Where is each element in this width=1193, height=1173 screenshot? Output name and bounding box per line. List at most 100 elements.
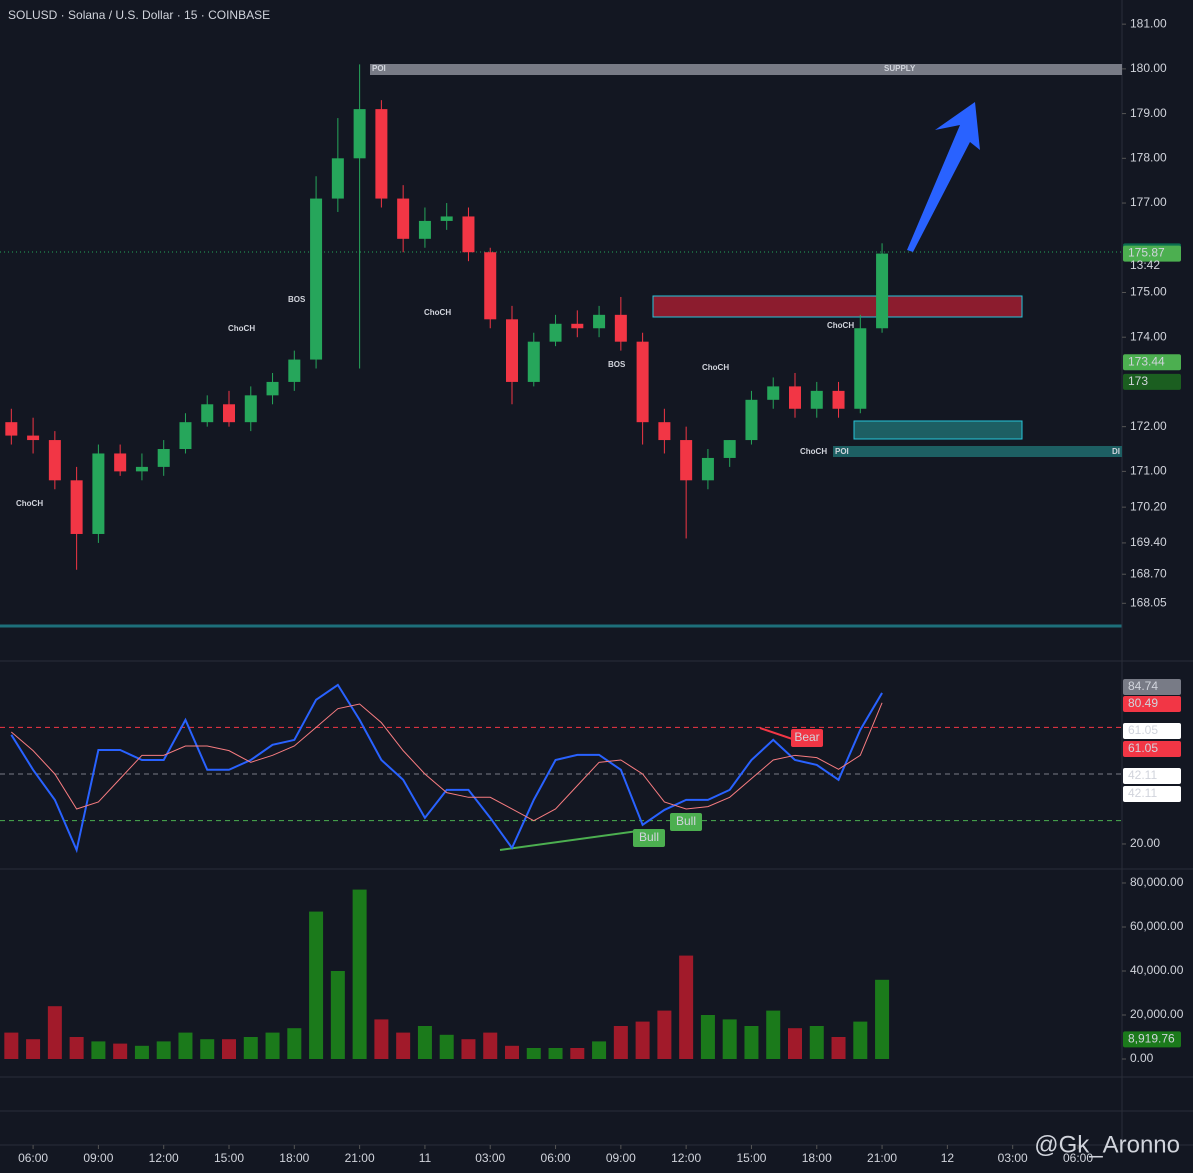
x-tick-label: 18:00 — [279, 1151, 309, 1165]
candle-body — [244, 395, 257, 423]
candle-body — [179, 422, 192, 450]
countdown: 13:42 — [1130, 258, 1160, 272]
candle-body — [614, 314, 627, 342]
resistance-zone — [652, 295, 1023, 318]
volume-bar — [134, 1045, 149, 1060]
x-tick-label: 15:00 — [214, 1151, 244, 1165]
price-tag-label: 8,919.76 — [1128, 1032, 1175, 1046]
price-tag-label: 42.11 — [1128, 786, 1157, 800]
candle-body — [484, 252, 497, 320]
y-tick-label: 0.00 — [1130, 1051, 1154, 1065]
candle-body — [571, 323, 584, 329]
candle-body — [70, 480, 83, 534]
x-tick-label: 09:00 — [606, 1151, 636, 1165]
price-tag-label: 61.05 — [1128, 723, 1158, 737]
price-tag — [1123, 679, 1181, 695]
y-tick-label: 171.00 — [1130, 464, 1167, 478]
annotation: ChoCH — [827, 321, 854, 330]
candle-body — [854, 328, 867, 409]
volume-bar — [200, 1039, 215, 1060]
y-tick-label: 20,000.00 — [1130, 1007, 1184, 1021]
volume-bar — [548, 1048, 563, 1060]
y-tick-label: 170.20 — [1130, 499, 1167, 513]
volume-bar — [505, 1045, 519, 1060]
y-tick-label: 40,000.00 — [1130, 963, 1184, 977]
y-tick-label: 168.70 — [1130, 566, 1167, 580]
price-tag — [1123, 245, 1181, 262]
candle-body — [397, 198, 410, 239]
candle-body — [353, 109, 366, 159]
candle-body — [680, 440, 693, 481]
price-tag — [1123, 741, 1181, 757]
volume-bar — [352, 889, 367, 1060]
annotation-box — [670, 813, 702, 831]
price-tag — [1123, 696, 1181, 712]
candle-body — [288, 359, 301, 382]
volume-bar — [679, 955, 694, 1060]
volume-bar — [744, 1025, 759, 1060]
volume-bar — [309, 911, 324, 1060]
volume-bar — [439, 1034, 454, 1060]
volume-bar — [483, 1032, 498, 1060]
price-tag — [1123, 1031, 1181, 1048]
volume-bar — [265, 1032, 280, 1060]
price-tag — [1123, 354, 1181, 371]
volume-bar — [875, 979, 890, 1060]
y-tick-label: 169.40 — [1130, 535, 1167, 549]
volume-bar — [592, 1041, 607, 1060]
candle-body — [27, 435, 40, 441]
candle-body — [810, 390, 823, 409]
annotation-box — [633, 829, 665, 847]
volume-bar — [613, 1025, 628, 1060]
price-tag — [1123, 373, 1181, 390]
annotation: Bull — [639, 830, 659, 844]
candle-body — [876, 253, 889, 329]
volume-bar — [700, 1014, 715, 1060]
x-tick-label: 12 — [941, 1151, 955, 1165]
candle-body — [723, 440, 736, 458]
candle-body — [440, 216, 453, 221]
y-tick-label: 181.00 — [1130, 16, 1167, 30]
annotation: ChoCH — [228, 324, 255, 333]
volume-bar — [766, 1010, 781, 1060]
price-tag — [1123, 768, 1181, 784]
y-tick-label: 80,000.00 — [1130, 875, 1184, 889]
candle-body — [418, 220, 431, 239]
candle-body — [745, 399, 758, 441]
watermark: @Gk_Aronno — [1034, 1131, 1180, 1158]
volume-bar — [374, 1019, 389, 1060]
y-tick-label: 179.00 — [1130, 106, 1167, 120]
volume-bar — [787, 1028, 802, 1060]
y-tick-label: 60,000.00 — [1130, 919, 1184, 933]
annotation-box — [791, 729, 823, 747]
candle-body — [527, 341, 540, 382]
volume-bar — [570, 1048, 585, 1060]
x-tick-label: 21:00 — [345, 1151, 375, 1165]
volume-bar — [287, 1028, 302, 1060]
volume-bar — [222, 1039, 237, 1060]
y-tick-label: 168.05 — [1130, 595, 1167, 609]
candle-body — [549, 323, 562, 342]
volume-bar — [657, 1010, 672, 1060]
candle-body — [331, 158, 344, 199]
volume-bar — [178, 1032, 193, 1060]
price-tag-label: 42.11 — [1128, 768, 1157, 782]
volume-bar — [396, 1032, 411, 1060]
y-tick-label: 175.00 — [1130, 285, 1167, 299]
annotation: ChoCH — [16, 499, 43, 508]
candle-body — [636, 341, 649, 423]
volume-bar — [26, 1039, 41, 1060]
annotation: BOS — [608, 360, 626, 369]
candle-body — [767, 386, 780, 400]
volume-bar — [417, 1025, 432, 1060]
y-tick-label: 172.00 — [1130, 419, 1167, 433]
divergence-line — [499, 829, 646, 851]
price-tag-label: 84.74 — [1128, 679, 1158, 693]
candle-body — [48, 440, 61, 481]
x-tick-label: 06:00 — [541, 1151, 571, 1165]
annotation: ChoCH — [800, 447, 827, 456]
x-tick-label: 06:00 — [18, 1151, 48, 1165]
x-tick-label: 21:00 — [867, 1151, 897, 1165]
volume-bar — [69, 1037, 84, 1060]
